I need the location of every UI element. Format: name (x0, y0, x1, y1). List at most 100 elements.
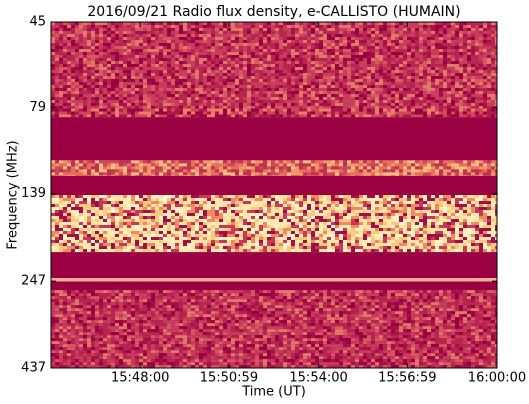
spectrogram-cell (151, 40, 155, 43)
spectrogram-cell (147, 49, 151, 52)
spectrogram-cell (435, 22, 439, 25)
spectrogram-cell (439, 55, 443, 58)
spectrogram-cell (471, 76, 475, 79)
spectrogram-cell (235, 169, 239, 173)
spectrogram-cell (115, 25, 119, 28)
spectrogram-cell (143, 46, 147, 49)
spectrogram-cell (123, 88, 127, 91)
spectrogram-cell (439, 85, 443, 88)
spectrogram-cell (95, 73, 99, 76)
spectrogram-cell (435, 82, 439, 85)
spectrogram-cell (207, 175, 211, 176)
spectrogram-cell (319, 43, 323, 46)
spectrogram-cell (303, 163, 307, 167)
spectrogram-cell (435, 201, 439, 204)
spectrogram-cell (67, 22, 71, 25)
spectrogram-cell (439, 61, 443, 64)
spectrogram-cell (407, 52, 411, 55)
spectrogram-cell (343, 67, 347, 70)
spectrogram-cell (203, 111, 207, 115)
spectrogram-cell (135, 169, 139, 173)
spectrogram-cell (171, 25, 175, 28)
spectrogram-cell (51, 46, 55, 49)
spectrogram-cell (343, 64, 347, 67)
spectrogram-cell (255, 58, 259, 61)
spectrogram-cell (307, 79, 311, 82)
spectrogram-cell (271, 64, 275, 67)
spectrogram-cell (199, 31, 203, 34)
spectrogram-cell (371, 210, 375, 213)
spectrogram-cell (151, 94, 155, 97)
spectrogram-cell (467, 46, 471, 49)
spectrogram-cell (271, 103, 275, 106)
spectrogram-cell (475, 111, 479, 115)
spectrogram-cell (83, 73, 87, 76)
spectrogram-cell (375, 28, 379, 31)
spectrogram-cell (151, 25, 155, 28)
spectrogram-cell (203, 43, 207, 46)
spectrogram-cell (283, 108, 287, 112)
spectrogram-cell (331, 111, 335, 115)
spectrogram-cell (275, 106, 279, 109)
spectrogram-cell (107, 76, 111, 79)
spectrogram-cell (267, 25, 271, 28)
spectrogram-cell (435, 108, 439, 112)
spectrogram-cell (363, 61, 367, 64)
spectrogram-cell (367, 70, 371, 73)
spectrogram-cell (371, 204, 375, 207)
spectrogram-cell (239, 34, 243, 37)
spectrogram-cell (207, 22, 211, 25)
spectrogram-cell (291, 195, 295, 198)
spectrogram-cell (375, 22, 379, 25)
spectrogram-cell (423, 34, 427, 37)
spectrogram-cell (471, 114, 475, 118)
spectrogram-cell (467, 85, 471, 88)
spectrogram-cell (191, 103, 195, 106)
spectrogram-cell (215, 76, 219, 79)
spectrogram-cell (175, 85, 179, 88)
spectrogram-cell (75, 97, 79, 100)
spectrogram-cell (443, 40, 447, 43)
spectrogram-cell (275, 55, 279, 58)
spectrogram-cell (171, 73, 175, 76)
spectrogram-cell (467, 49, 471, 52)
spectrogram-cell (271, 34, 275, 37)
spectrogram-cell (355, 52, 359, 55)
spectrogram-cell (463, 163, 467, 167)
spectrogram-cell (191, 166, 195, 170)
spectrogram-cell (223, 207, 227, 210)
spectrogram-cell (55, 114, 59, 118)
spectrogram-cell (103, 106, 107, 109)
spectrogram-cell (451, 108, 455, 112)
spectrogram-cell (383, 64, 387, 67)
spectrogram-cell (387, 210, 391, 213)
spectrogram-cell (79, 67, 83, 70)
spectrogram-cell (427, 25, 431, 28)
spectrogram-cell (383, 79, 387, 82)
spectrogram-cell (419, 58, 423, 61)
spectrogram-cell (83, 85, 87, 88)
spectrogram-cell (55, 97, 59, 100)
spectrogram-cell (231, 108, 235, 112)
spectrogram-cell (399, 106, 403, 109)
spectrogram-cell (239, 201, 243, 204)
spectrogram-cell (387, 166, 391, 170)
spectrogram-cell (475, 40, 479, 43)
spectrogram-cell (139, 207, 143, 210)
spectrogram-cell (187, 85, 191, 88)
spectrogram-cell (387, 22, 391, 25)
spectrogram-cell (419, 91, 423, 94)
spectrogram-cell (303, 25, 307, 28)
spectrogram-cell (459, 94, 463, 97)
spectrogram-cell (463, 195, 467, 198)
spectrogram-cell (375, 31, 379, 34)
spectrogram-cell (131, 67, 135, 70)
spectrogram-cell (195, 40, 199, 43)
spectrogram-cell (99, 207, 103, 210)
spectrogram-cell (495, 204, 497, 207)
spectrogram-cell (87, 70, 91, 73)
spectrogram-cell (447, 207, 451, 210)
spectrogram-cell (127, 207, 131, 210)
spectrogram-cell (195, 88, 199, 91)
spectrogram-cell (399, 195, 403, 198)
